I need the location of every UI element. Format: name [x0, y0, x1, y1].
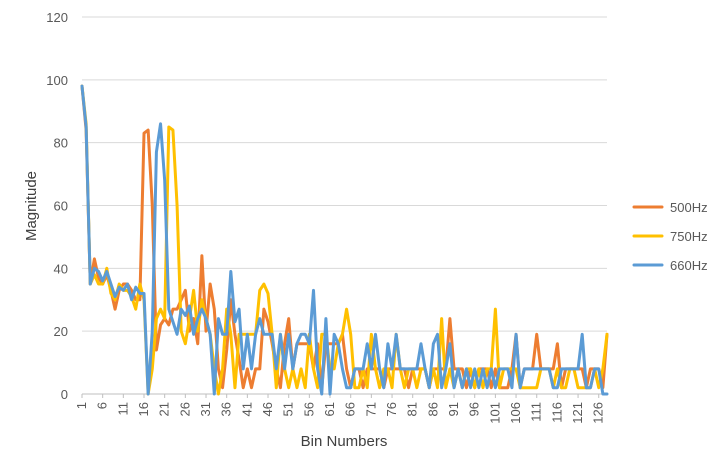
- x-tick-label: 11: [115, 402, 130, 416]
- x-tick-label: 71: [363, 402, 378, 416]
- x-tick-label: 126: [591, 402, 606, 424]
- x-tick-label: 56: [301, 402, 316, 416]
- x-axis-title: Bin Numbers: [301, 433, 388, 450]
- x-tick-label: 36: [219, 402, 234, 416]
- x-tick-label: 81: [405, 402, 420, 416]
- x-tick-label: 61: [322, 402, 337, 416]
- x-tick-label: 46: [260, 402, 275, 416]
- y-tick-label: 40: [54, 261, 68, 276]
- x-tick-labels: 1 6 11 16 21 26 31 36 41 46 51 56 61 66 71 76 81 86 91 96 10…: [74, 402, 606, 424]
- y-tick-labels: 0 20 40 60 80 100 120: [46, 10, 68, 402]
- series-lines: [80, 84, 609, 396]
- x-tick-label: 76: [384, 402, 399, 416]
- legend-item-500hz: 500Hz: [632, 200, 708, 215]
- x-tick-label: 41: [239, 402, 254, 416]
- gridlines: [82, 16, 607, 332]
- series-line-660hz: [80, 84, 609, 396]
- x-tick-label: 1: [74, 402, 89, 409]
- x-tick-label: 26: [177, 402, 192, 416]
- y-tick-label: 60: [54, 199, 68, 214]
- x-tick-label: 96: [467, 402, 482, 416]
- x-tick-label: 101: [487, 402, 502, 424]
- legend-item-750hz: 750Hz: [632, 229, 708, 244]
- x-tick-label: 21: [157, 402, 172, 416]
- legend: 500Hz 750Hz 660Hz: [632, 200, 708, 273]
- x-tick-label: 111: [529, 402, 544, 422]
- legend-label: 500Hz: [670, 200, 708, 215]
- legend-label: 660Hz: [670, 258, 708, 273]
- x-tick-label: 106: [508, 402, 523, 424]
- y-axis-title: Magnitude: [23, 171, 40, 241]
- y-tick-label: 0: [61, 387, 68, 402]
- y-tick-label: 100: [46, 73, 68, 88]
- x-tick-label: 86: [425, 402, 440, 416]
- x-tick-label: 66: [343, 402, 358, 416]
- legend-label: 750Hz: [670, 229, 708, 244]
- x-tick-label: 116: [549, 402, 564, 423]
- axes: [81, 393, 607, 398]
- x-tick-label: 16: [136, 402, 151, 416]
- x-tick-label: 51: [281, 402, 296, 416]
- x-tick-label: 31: [198, 402, 213, 416]
- x-tick-label: 91: [446, 402, 461, 416]
- legend-item-660hz: 660Hz: [632, 258, 708, 273]
- y-tick-label: 20: [54, 324, 68, 339]
- x-tick-label: 121: [570, 402, 585, 424]
- y-tick-label: 80: [54, 136, 68, 151]
- y-tick-label: 120: [46, 10, 68, 25]
- x-tick-label: 6: [95, 402, 110, 409]
